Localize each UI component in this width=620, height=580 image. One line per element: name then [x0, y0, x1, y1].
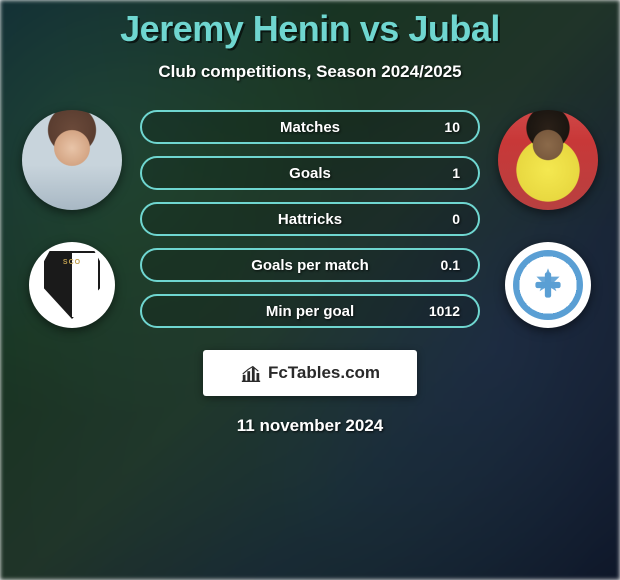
stat-label: Goals [289, 165, 331, 182]
player-right-avatar [498, 110, 598, 210]
stat-bar: Goals per match 0.1 [140, 248, 480, 282]
stat-value: 0 [452, 211, 460, 227]
stat-value: 0.1 [441, 257, 460, 273]
main-row: Matches 10 Goals 1 Hattricks 0 Goals per… [0, 110, 620, 328]
stat-bar: Hattricks 0 [140, 202, 480, 236]
right-column [498, 110, 598, 328]
stat-bar: Goals 1 [140, 156, 480, 190]
fctables-logo[interactable]: FcTables.com [203, 350, 417, 396]
stat-label: Goals per match [251, 257, 369, 274]
club-left-badge [29, 242, 115, 328]
player-left-avatar [22, 110, 122, 210]
stat-label: Min per goal [266, 303, 354, 320]
auxerre-badge-icon [513, 250, 583, 320]
stat-value: 1 [452, 165, 460, 181]
left-column [22, 110, 122, 328]
club-right-badge [505, 242, 591, 328]
logo-text: FcTables.com [268, 363, 380, 383]
stat-label: Matches [280, 119, 340, 136]
stat-label: Hattricks [278, 211, 342, 228]
content-wrapper: Jeremy Henin vs Jubal Club competitions,… [0, 0, 620, 580]
stat-value: 10 [444, 119, 460, 135]
angers-shield-icon [44, 251, 100, 319]
stats-bars: Matches 10 Goals 1 Hattricks 0 Goals per… [140, 110, 480, 328]
date-text: 11 november 2024 [237, 416, 383, 436]
stat-bar: Matches 10 [140, 110, 480, 144]
chart-icon [240, 362, 262, 384]
page-title: Jeremy Henin vs Jubal [120, 8, 500, 50]
subtitle: Club competitions, Season 2024/2025 [158, 62, 461, 82]
stat-bar: Min per goal 1012 [140, 294, 480, 328]
stat-value: 1012 [429, 303, 460, 319]
auxerre-cross-icon [527, 264, 569, 306]
